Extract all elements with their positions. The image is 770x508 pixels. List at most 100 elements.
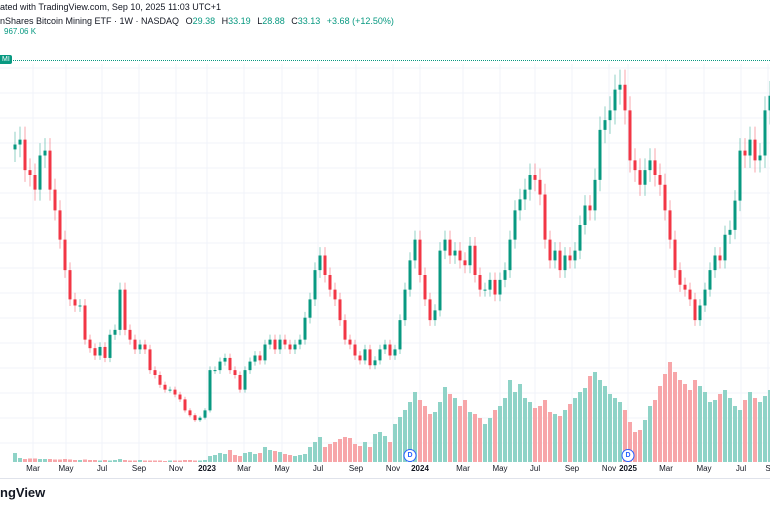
candle-body[interactable]	[143, 344, 147, 350]
candle-body[interactable]	[618, 84, 622, 90]
candle-body[interactable]	[23, 139, 27, 171]
candle-body[interactable]	[663, 184, 667, 211]
candle-body[interactable]	[543, 194, 547, 240]
candle-body[interactable]	[638, 170, 642, 185]
candle-body[interactable]	[458, 250, 462, 261]
candle-body[interactable]	[358, 355, 362, 361]
candle-body[interactable]	[563, 255, 567, 271]
candle-body[interactable]	[703, 289, 707, 306]
candle-body[interactable]	[73, 299, 77, 306]
candle-body[interactable]	[303, 317, 307, 340]
candle-body[interactable]	[233, 370, 237, 375]
candle-body[interactable]	[273, 339, 277, 350]
candle-body[interactable]	[643, 170, 647, 185]
candle-body[interactable]	[623, 84, 627, 111]
candle-body[interactable]	[153, 370, 157, 375]
candle-body[interactable]	[498, 279, 502, 295]
candle-body[interactable]	[363, 349, 367, 361]
candle-body[interactable]	[58, 210, 62, 240]
candle-body[interactable]	[698, 305, 702, 321]
dividend-marker-icon[interactable]: D	[621, 449, 635, 462]
candle-body[interactable]	[278, 339, 282, 350]
candle-body[interactable]	[148, 349, 152, 371]
candle-body[interactable]	[88, 339, 92, 349]
candle-body[interactable]	[593, 179, 597, 211]
candle-body[interactable]	[173, 389, 177, 395]
candle-body[interactable]	[648, 160, 652, 171]
candle-body[interactable]	[353, 344, 357, 356]
candle-body[interactable]	[313, 270, 317, 300]
candle-body[interactable]	[13, 144, 17, 150]
candle-body[interactable]	[38, 155, 42, 190]
candle-body[interactable]	[428, 299, 432, 321]
candle-body[interactable]	[743, 150, 747, 156]
candle-body[interactable]	[468, 245, 472, 266]
candle-body[interactable]	[708, 270, 712, 290]
candle-body[interactable]	[488, 279, 492, 290]
candle-body[interactable]	[343, 320, 347, 340]
candle-body[interactable]	[228, 357, 232, 371]
candle-body[interactable]	[28, 170, 32, 175]
candle-body[interactable]	[218, 361, 222, 371]
candle-body[interactable]	[768, 95, 770, 111]
candle-body[interactable]	[403, 289, 407, 321]
candle-body[interactable]	[53, 189, 57, 211]
candle-body[interactable]	[693, 299, 697, 321]
candle-body[interactable]	[418, 239, 422, 275]
candle-body[interactable]	[463, 260, 467, 266]
candle-body[interactable]	[203, 410, 207, 418]
candle-body[interactable]	[583, 205, 587, 225]
candle-body[interactable]	[248, 361, 252, 371]
candle-body[interactable]	[223, 357, 227, 362]
candle-body[interactable]	[103, 346, 107, 358]
candle-body[interactable]	[678, 270, 682, 285]
candle-body[interactable]	[333, 289, 337, 300]
candle-body[interactable]	[283, 339, 287, 345]
candle-body[interactable]	[323, 255, 327, 275]
candlestick-chart[interactable]	[0, 0, 770, 478]
candle-body[interactable]	[578, 225, 582, 251]
candle-body[interactable]	[658, 175, 662, 185]
candle-body[interactable]	[43, 150, 47, 156]
candle-body[interactable]	[328, 275, 332, 290]
candle-body[interactable]	[243, 370, 247, 390]
candle-body[interactable]	[263, 344, 267, 361]
candle-body[interactable]	[408, 260, 412, 290]
candle-body[interactable]	[368, 349, 372, 366]
candle-body[interactable]	[653, 160, 657, 175]
candle-body[interactable]	[668, 210, 672, 240]
candle-body[interactable]	[753, 139, 757, 161]
candle-body[interactable]	[573, 250, 577, 261]
candle-body[interactable]	[388, 344, 392, 356]
candle-body[interactable]	[98, 346, 102, 356]
candle-body[interactable]	[558, 250, 562, 271]
candle-body[interactable]	[548, 239, 552, 261]
candle-body[interactable]	[208, 370, 212, 411]
symbol-title[interactable]: nShares Bitcoin Mining ETF · 1W · NASDAQ	[0, 16, 180, 26]
candle-body[interactable]	[178, 394, 182, 400]
candle-body[interactable]	[78, 305, 82, 307]
candle-body[interactable]	[298, 339, 302, 345]
candle-body[interactable]	[308, 299, 312, 318]
candle-body[interactable]	[603, 120, 607, 130]
candle-body[interactable]	[198, 417, 202, 421]
candle-body[interactable]	[238, 375, 242, 390]
candle-body[interactable]	[373, 360, 377, 366]
candle-body[interactable]	[83, 305, 87, 340]
candle-body[interactable]	[478, 275, 482, 290]
candle-body[interactable]	[553, 250, 557, 261]
candle-body[interactable]	[713, 255, 717, 271]
candle-body[interactable]	[523, 189, 527, 200]
candle-body[interactable]	[258, 355, 262, 361]
candle-body[interactable]	[508, 239, 512, 271]
candle-body[interactable]	[733, 200, 737, 230]
candle-body[interactable]	[588, 205, 592, 211]
candle-body[interactable]	[378, 349, 382, 361]
candle-body[interactable]	[528, 175, 532, 190]
candle-body[interactable]	[758, 155, 762, 161]
candle-body[interactable]	[108, 334, 112, 358]
candle-body[interactable]	[433, 310, 437, 321]
candle-body[interactable]	[723, 234, 727, 261]
candle-body[interactable]	[688, 289, 692, 300]
candle-body[interactable]	[338, 299, 342, 321]
